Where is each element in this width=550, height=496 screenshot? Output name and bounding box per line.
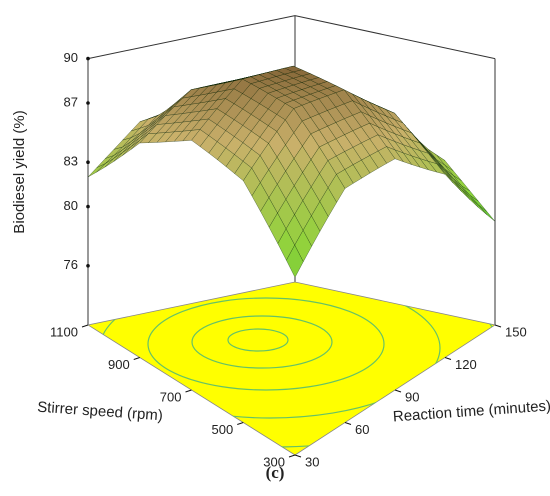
x-tick-label: 150 (505, 324, 527, 339)
y-tick-label: 900 (108, 357, 130, 372)
surface-patch (469, 195, 487, 212)
surface-patch (286, 244, 304, 278)
y-tick (133, 357, 140, 360)
y-tick-label: 500 (212, 422, 234, 437)
z-tick (86, 56, 90, 61)
z-axis-title: Biodiesel yield (%) (11, 110, 28, 233)
box-edge (87, 15, 296, 60)
x-tick-label: 30 (305, 454, 319, 469)
caption: (c) (266, 463, 285, 482)
z-tick-label: 90 (64, 50, 78, 65)
z-tick-label: 76 (64, 257, 78, 272)
x-tick-label: 120 (455, 357, 477, 372)
surface (87, 65, 496, 278)
y-tick-label: 300 (263, 454, 285, 469)
contour (191, 315, 333, 369)
y-tick (81, 324, 89, 328)
x-tick (394, 389, 402, 393)
z-tick-label: 83 (64, 154, 78, 169)
floor-plane (86, 281, 497, 456)
z-tick-label: 80 (64, 198, 78, 213)
y-tick (288, 454, 296, 458)
axes-front: 76 80 83 87 90 300 500 700 900 1100 30 60 90 120 150 (50, 50, 527, 469)
surface-patch (478, 204, 496, 222)
surface-patch (469, 197, 487, 215)
y-tick (185, 389, 192, 393)
y-tick-label: 700 (160, 389, 182, 404)
surface-patch (87, 163, 106, 178)
contour (227, 328, 289, 352)
x-tick (494, 324, 502, 328)
x-tick (444, 357, 452, 360)
contour (147, 297, 385, 391)
z-tick-label: 87 (64, 94, 78, 109)
y-tick-label: 1100 (50, 324, 78, 339)
y-axis-title: Stirrer speed (rpm) (37, 399, 164, 425)
box-edge (294, 15, 496, 60)
x-tick (344, 422, 352, 425)
z-tick (86, 204, 90, 209)
x-tick-label: 60 (355, 422, 369, 437)
x-tick (294, 454, 302, 458)
z-tick (86, 101, 90, 105)
x-tick-label: 90 (405, 389, 419, 404)
y-tick (237, 422, 244, 425)
z-tick (86, 264, 90, 268)
z-tick (86, 160, 90, 164)
